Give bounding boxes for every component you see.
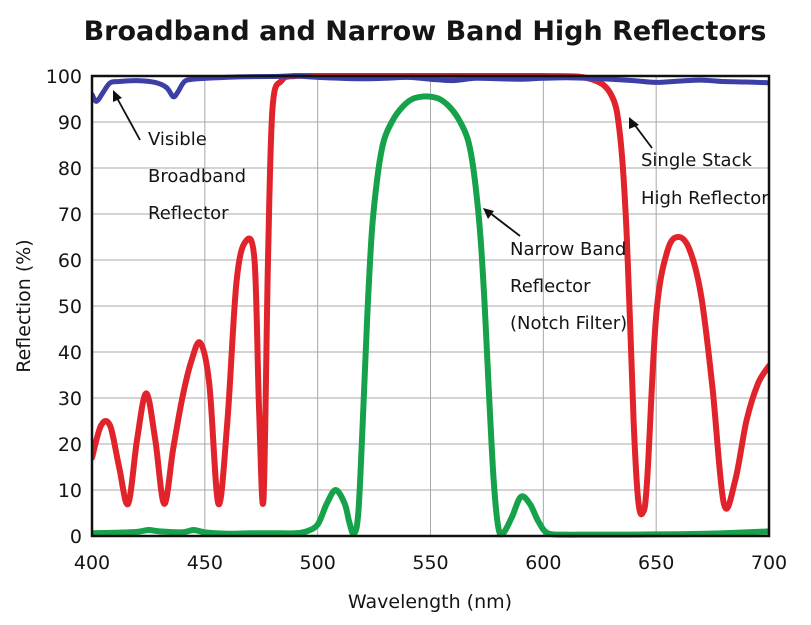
plot-frame <box>90 74 771 538</box>
annotation-broadband-arrowhead <box>113 90 122 102</box>
y-tick-label-50: 50 <box>58 296 82 318</box>
annotation-single-stack-arrow <box>633 123 653 149</box>
x-tick-label-700: 700 <box>751 552 787 574</box>
annotation-broadband-line-3: Reflector <box>148 203 229 224</box>
y-tick-label-100: 100 <box>46 66 82 88</box>
annotation-single-stack-line-1: Single Stack <box>641 150 752 171</box>
x-tick-label-550: 550 <box>412 552 448 574</box>
annotation-narrow-band: Narrow Band Reflector (Notch Filter) <box>483 208 627 334</box>
x-tick-label-650: 650 <box>638 552 674 574</box>
y-axis-label: Reflection (%) <box>13 239 35 372</box>
chart-title: Broadband and Narrow Band High Reflector… <box>84 16 767 47</box>
x-axis-ticks: 400 450 500 550 600 650 700 <box>74 552 787 574</box>
y-tick-label-20: 20 <box>58 434 82 456</box>
x-tick-label-400: 400 <box>74 552 110 574</box>
x-tick-label-450: 450 <box>187 552 223 574</box>
series-notch-filter-line <box>92 93 769 538</box>
annotation-single-stack-arrowhead <box>629 117 639 129</box>
x-tick-label-500: 500 <box>300 552 336 574</box>
y-tick-label-70: 70 <box>58 204 82 226</box>
annotation-broadband-arrow <box>116 97 141 141</box>
annotation-single-stack: Single Stack High Reflector <box>629 117 769 209</box>
annotation-narrow-band-arrow <box>489 212 521 237</box>
annotation-broadband: Visible Broadband Reflector <box>113 90 246 224</box>
annotation-single-stack-line-2: High Reflector <box>641 188 769 209</box>
x-tick-label-600: 600 <box>525 552 561 574</box>
annotation-narrow-band-line-2: Reflector <box>510 276 591 297</box>
y-tick-label-90: 90 <box>58 112 82 134</box>
y-axis-ticks: 0 10 20 30 40 50 60 70 80 90 100 <box>46 66 82 548</box>
y-tick-label-80: 80 <box>58 158 82 180</box>
annotation-narrow-band-line-3: (Notch Filter) <box>510 313 627 334</box>
x-axis-label: Wavelength (nm) <box>348 591 512 613</box>
y-tick-label-0: 0 <box>70 526 82 548</box>
series-broadband-line <box>92 73 769 104</box>
annotation-narrow-band-line-1: Narrow Band <box>510 239 626 260</box>
y-tick-label-10: 10 <box>58 480 82 502</box>
annotation-narrow-band-arrowhead <box>483 208 494 219</box>
y-tick-label-40: 40 <box>58 342 82 364</box>
y-tick-label-30: 30 <box>58 388 82 410</box>
annotation-broadband-line-2: Broadband <box>148 166 246 187</box>
annotation-broadband-line-1: Visible <box>148 129 207 150</box>
y-tick-label-60: 60 <box>58 250 82 272</box>
